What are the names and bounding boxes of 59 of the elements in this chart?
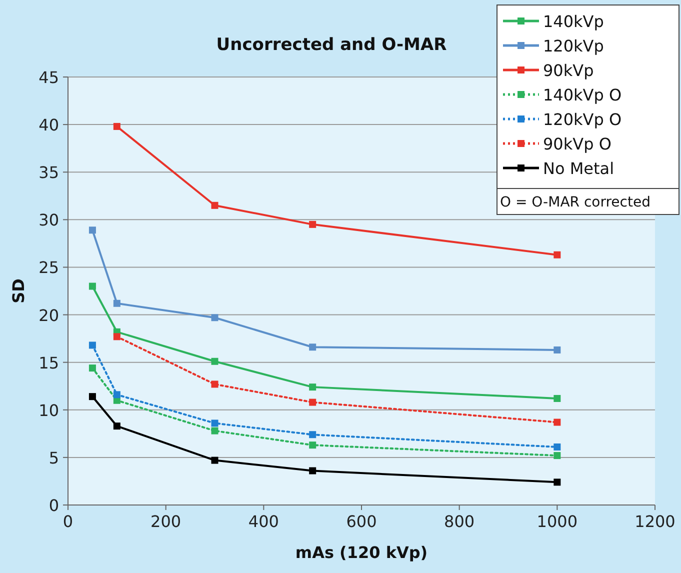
x-tick-label: 1200 bbox=[634, 512, 676, 531]
y-tick-label: 30 bbox=[38, 210, 59, 230]
legend-label: 140kVp O bbox=[543, 86, 622, 104]
point bbox=[88, 393, 96, 400]
point bbox=[211, 420, 218, 427]
y-tick-label: 35 bbox=[38, 163, 59, 182]
point bbox=[88, 226, 96, 234]
annotation: O = O-MAR corrected bbox=[500, 194, 650, 210]
y-tick-label: 0 bbox=[48, 496, 59, 515]
legend-label: 120kVp bbox=[543, 36, 604, 56]
legend-label: 140kVp bbox=[543, 12, 604, 31]
legend-label: 90kVp bbox=[543, 61, 594, 80]
point bbox=[554, 418, 561, 426]
x-tick-label: 1000 bbox=[536, 512, 578, 531]
point bbox=[554, 394, 561, 402]
point bbox=[309, 220, 316, 228]
x-tick-label: 800 bbox=[444, 512, 475, 531]
point bbox=[211, 202, 218, 209]
y-axis-title: SD bbox=[9, 278, 28, 304]
x-tick-label: 0 bbox=[62, 512, 74, 531]
y-tick-label: 10 bbox=[38, 400, 59, 420]
point bbox=[554, 346, 561, 354]
point bbox=[88, 342, 96, 349]
y-tick-label: 40 bbox=[38, 116, 59, 135]
point bbox=[88, 282, 96, 290]
x-axis-title: mAs (120 kVp) bbox=[295, 543, 428, 562]
point bbox=[309, 467, 316, 474]
point bbox=[211, 427, 218, 434]
legend-label: No Metal bbox=[543, 159, 614, 178]
point bbox=[211, 380, 218, 388]
x-tick-label: 600 bbox=[346, 512, 377, 531]
point bbox=[113, 300, 120, 307]
point bbox=[554, 478, 561, 486]
y-tick-label: 45 bbox=[38, 68, 59, 87]
x-tick-label: 200 bbox=[150, 512, 182, 531]
point bbox=[113, 333, 120, 340]
point bbox=[309, 431, 316, 438]
legend-label: 90kVp O bbox=[543, 134, 612, 154]
y-tick-label: 15 bbox=[38, 353, 59, 372]
point bbox=[211, 456, 218, 464]
point bbox=[211, 314, 218, 322]
legend-label: 120kVp O bbox=[543, 110, 622, 129]
point bbox=[113, 391, 120, 398]
point bbox=[113, 422, 120, 430]
y-tick-label: 5 bbox=[48, 448, 59, 468]
y-tick-label: 25 bbox=[38, 258, 59, 278]
point bbox=[309, 384, 316, 391]
point bbox=[113, 122, 120, 130]
chart-title: Uncorrected and O-MAR bbox=[216, 35, 447, 55]
point bbox=[88, 364, 96, 372]
x-tick-label: 400 bbox=[248, 512, 279, 531]
point bbox=[211, 358, 218, 365]
point bbox=[554, 443, 561, 450]
point bbox=[554, 452, 561, 460]
y-tick-label: 20 bbox=[38, 306, 59, 325]
point bbox=[309, 398, 316, 406]
point bbox=[554, 251, 561, 258]
point bbox=[309, 344, 316, 351]
point bbox=[309, 442, 316, 449]
